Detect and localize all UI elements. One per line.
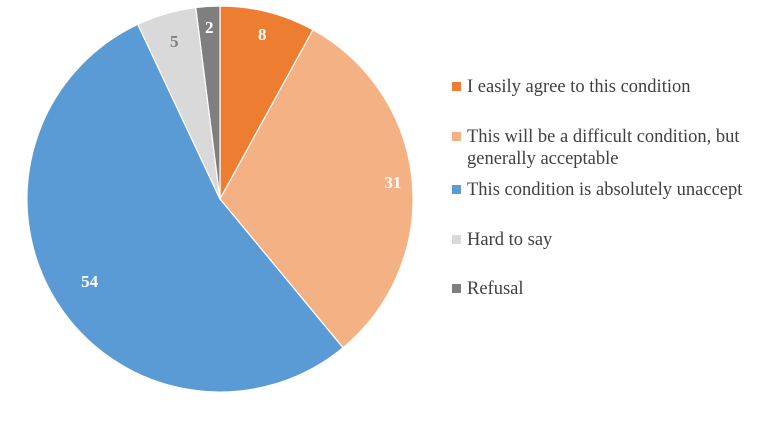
legend-swatch-unacceptable (452, 185, 461, 194)
legend-label-unacceptable: This condition is absolutely unaccept (467, 180, 743, 200)
legend-item-agree: I easily agree to this condition (452, 76, 690, 98)
legend-item-hard-to-say: Hard to say (452, 229, 552, 251)
pie-slice-difficult (219, 29, 414, 349)
legend-swatch-agree (452, 82, 461, 91)
pie-label-unacceptable: 54 (81, 272, 99, 291)
legend-label-difficult: This will be a difficult condition, but … (467, 127, 740, 169)
pie-slice-refusal (195, 5, 221, 200)
legend-label-hard-to-say: Hard to say (467, 230, 553, 250)
pie-slice-agree (219, 5, 314, 200)
legend-item-unacceptable: This condition is absolutely unaccept (452, 179, 742, 201)
legend-swatch-difficult (452, 132, 461, 141)
legend-swatch-refusal (452, 284, 461, 293)
legend-item-refusal: Refusal (452, 278, 524, 300)
legend-item-difficult: This will be a difficult condition, but … (452, 126, 740, 170)
legend-label-refusal: Refusal (467, 279, 524, 299)
pie-slice-unacceptable (26, 23, 344, 393)
legend-label-agree: I easily agree to this condition (467, 77, 691, 97)
pie-label-agree: 8 (258, 25, 267, 44)
pie-label-difficult: 31 (384, 173, 401, 192)
pie-label-hard-to-say: 5 (170, 32, 179, 51)
legend-swatch-hard-to-say (452, 235, 461, 244)
pie-label-refusal: 2 (205, 18, 214, 37)
pie-chart-svg: 8 31 54 5 2 (26, 5, 414, 393)
legend: I easily agree to this condition This wi… (452, 76, 770, 316)
